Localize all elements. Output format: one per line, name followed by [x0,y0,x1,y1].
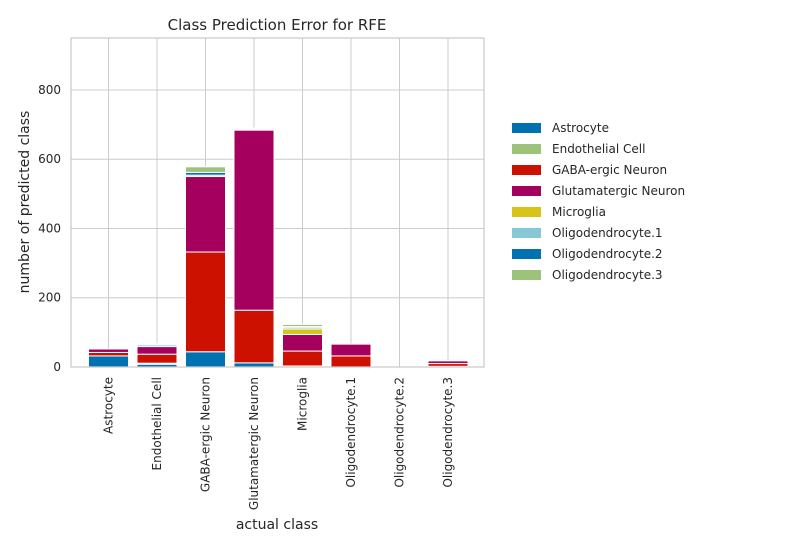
legend-label: Astrocyte [552,121,609,135]
bar-segment [233,127,275,130]
y-tick-label: 200 [38,291,61,305]
x-tick-label: Glutamatergic Neuron [247,377,261,510]
x-tick-label: Oligodendrocyte.2 [393,377,407,488]
bar-segment [88,348,129,353]
chart-title: Class Prediction Error for RFE [168,16,387,34]
bar-segment [185,166,226,173]
x-tick-label: Endothelial Cell [150,377,164,470]
legend-label: Endothelial Cell [552,142,645,156]
bar-segment [330,343,372,357]
legend-label: Oligodendrocyte.2 [552,247,663,261]
bar-segment [330,355,372,368]
legend-label: GABA-ergic Neuron [552,163,667,177]
bar-segment [185,351,226,368]
legend-swatch [512,186,541,196]
legend-swatch [512,270,541,280]
bar-segment [88,355,129,368]
x-tick-label: Oligodendrocyte.3 [441,377,455,488]
legend-swatch [512,228,541,238]
y-tick-label: 400 [38,221,61,235]
legend-swatch [512,144,541,154]
y-tick-label: 800 [38,83,61,97]
legend-swatch [512,207,541,217]
x-axis-label: actual class [236,517,318,533]
bar-segment [282,350,323,367]
bar-segment [282,323,323,327]
legend-swatch [512,249,541,259]
legend-label: Oligodendrocyte.1 [552,226,663,240]
legend-swatch [512,165,541,175]
bar-segment [233,309,275,364]
legend-label: Glutamatergic Neuron [552,184,685,198]
x-tick-label: Astrocyte [102,377,116,434]
legend-swatch [512,123,541,133]
bar-segment [136,353,178,364]
legend-label: Oligodendrocyte.3 [552,268,663,282]
y-tick-label: 600 [38,152,61,166]
legend-label: Microglia [552,205,606,219]
bar-segment [282,328,323,335]
bar-segment [136,346,178,355]
y-axis-label: number of predicted class [17,111,33,294]
legend: Astrocyte Endothelial Cell GABA-ergic Neur… [512,121,685,282]
y-tick-label: 0 [53,360,61,374]
bar-segment [233,129,275,311]
bar-segment [136,343,178,346]
plot-area: 0 200 400 600 800 Astrocyte Endothelial Cell GA… [38,37,485,510]
x-tick-label: Oligodendrocyte.1 [344,377,358,488]
plot-frame [70,37,485,368]
bar-segment [88,351,129,357]
bar-segment [185,251,226,353]
x-tick-label: Microglia [296,377,310,431]
x-tick-label: GABA-ergic Neuron [199,377,213,492]
bar-segment [282,333,323,352]
bar-segment [185,176,226,253]
